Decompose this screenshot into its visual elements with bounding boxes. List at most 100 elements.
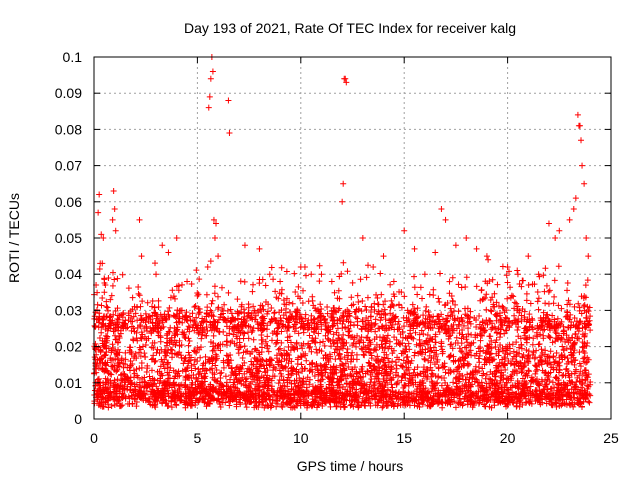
- data-point: [238, 303, 245, 310]
- data-point: [502, 318, 509, 325]
- data-point: [441, 360, 448, 367]
- data-point: [581, 180, 588, 187]
- data-point: [453, 374, 460, 381]
- data-point: [304, 402, 311, 409]
- data-point: [414, 305, 421, 312]
- data-point: [102, 335, 109, 342]
- data-point: [239, 374, 246, 381]
- data-point: [539, 378, 546, 385]
- data-point: [178, 354, 185, 361]
- data-point: [231, 340, 238, 347]
- data-point: [107, 384, 114, 391]
- data-point: [486, 384, 493, 391]
- data-point: [390, 374, 397, 381]
- data-point: [456, 318, 463, 325]
- data-point: [384, 386, 391, 393]
- data-point: [511, 305, 518, 312]
- data-point: [96, 191, 103, 198]
- data-point: [427, 344, 434, 351]
- data-point: [575, 300, 582, 307]
- data-point: [167, 324, 174, 331]
- data-point: [432, 339, 439, 346]
- data-point: [194, 378, 201, 385]
- data-point: [564, 355, 571, 362]
- data-point: [296, 396, 303, 403]
- data-point: [108, 402, 115, 409]
- data-point: [425, 325, 432, 332]
- data-point: [128, 379, 135, 386]
- data-point: [417, 284, 424, 291]
- data-point: [274, 320, 281, 327]
- data-point: [245, 394, 252, 401]
- data-point: [185, 335, 192, 342]
- data-point: [435, 365, 442, 372]
- data-point: [422, 315, 429, 322]
- data-point: [121, 371, 128, 378]
- data-point: [546, 334, 553, 341]
- data-point: [191, 348, 198, 355]
- data-point: [285, 368, 292, 375]
- data-point: [311, 397, 318, 404]
- data-point: [563, 382, 570, 389]
- data-point: [495, 302, 502, 309]
- data-point: [456, 395, 463, 402]
- data-point: [380, 403, 387, 410]
- data-point: [191, 303, 198, 310]
- data-point: [166, 381, 173, 388]
- data-point: [136, 292, 143, 299]
- data-point: [192, 401, 199, 408]
- data-point: [423, 376, 430, 383]
- data-point: [486, 403, 493, 410]
- data-point: [371, 379, 378, 386]
- data-point: [414, 364, 421, 371]
- data-point: [424, 402, 431, 409]
- data-point: [127, 387, 134, 394]
- data-point: [541, 351, 548, 358]
- data-point: [149, 298, 156, 305]
- data-point: [371, 306, 378, 313]
- data-point: [241, 278, 248, 285]
- data-point: [339, 336, 346, 343]
- data-point: [184, 278, 191, 285]
- data-point: [571, 314, 578, 321]
- data-point: [331, 390, 338, 397]
- data-point: [92, 340, 99, 347]
- data-point: [286, 299, 293, 306]
- data-point: [210, 216, 217, 223]
- data-point: [329, 318, 336, 325]
- data-point: [393, 362, 400, 369]
- data-point: [553, 366, 560, 373]
- data-point: [534, 298, 541, 305]
- data-point: [207, 258, 214, 265]
- data-point: [278, 328, 285, 335]
- data-point: [265, 376, 272, 383]
- data-point: [353, 351, 360, 358]
- data-point: [331, 349, 338, 356]
- data-point: [378, 385, 385, 392]
- data-point: [262, 369, 269, 376]
- data-point: [497, 342, 504, 349]
- data-point: [175, 351, 182, 358]
- data-point: [426, 352, 433, 359]
- data-point: [319, 400, 326, 407]
- data-point: [184, 364, 191, 371]
- data-point: [484, 357, 491, 364]
- data-point: [583, 323, 590, 330]
- data-point: [429, 371, 436, 378]
- data-point: [408, 334, 415, 341]
- data-point: [234, 296, 241, 303]
- data-point: [364, 368, 371, 375]
- data-point: [283, 295, 290, 302]
- data-point: [383, 377, 390, 384]
- data-point: [161, 348, 168, 355]
- data-point: [256, 393, 263, 400]
- data-point: [437, 270, 444, 277]
- data-point: [353, 343, 360, 350]
- data-point: [408, 357, 415, 364]
- data-point: [227, 393, 234, 400]
- data-point: [568, 394, 575, 401]
- data-point: [576, 318, 583, 325]
- data-point: [465, 331, 472, 338]
- data-point: [265, 392, 272, 399]
- data-point: [279, 364, 286, 371]
